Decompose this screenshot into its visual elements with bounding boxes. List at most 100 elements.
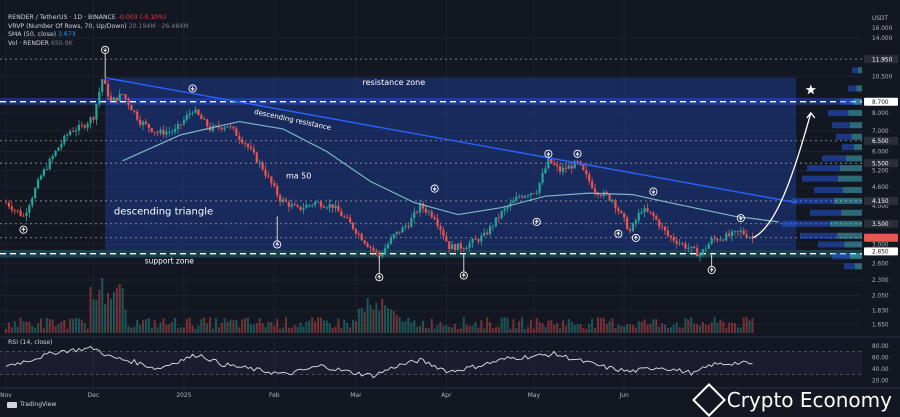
volume-bar	[13, 321, 16, 333]
price-tick-label-5: 5.200	[872, 169, 889, 175]
candle-body	[474, 239, 477, 240]
candle-body	[716, 239, 719, 241]
candle-body	[98, 91, 101, 105]
volume-bar	[363, 311, 366, 333]
volume-bar	[623, 325, 626, 333]
rsi-title[interactable]: RSI (14, close)	[8, 339, 53, 346]
candle-body	[617, 208, 620, 212]
candle-body	[383, 248, 387, 254]
volume-bar	[684, 318, 687, 333]
triangle-box	[105, 77, 797, 250]
candle-body	[80, 124, 83, 126]
volume-profile-bar-0	[852, 67, 858, 74]
projection-arrowhead	[806, 111, 816, 119]
candle-body	[392, 234, 395, 239]
time-tick-label-2: 2025	[176, 392, 191, 399]
candle-body	[631, 223, 635, 232]
candle-body	[156, 132, 159, 134]
volume-bar	[570, 321, 573, 333]
volume-profile-bar-2	[840, 98, 854, 105]
tradingview-logo[interactable]: TradingView	[7, 401, 56, 408]
volume-bar	[206, 323, 209, 333]
candle-body	[165, 131, 168, 135]
candle-body	[506, 206, 509, 209]
candle-body	[701, 249, 705, 255]
price-change: -0.003 (-0.10%)	[117, 14, 167, 21]
price-tick-label-1: 10.500	[872, 74, 893, 80]
arrow-up-icon-6-circle	[631, 233, 640, 242]
volume-bar	[63, 319, 66, 333]
volume-bar	[57, 323, 60, 333]
volume-bar	[652, 319, 655, 333]
candle-body	[147, 123, 150, 129]
candle-body	[719, 239, 722, 241]
candle-body	[328, 204, 331, 208]
price-level-label-1: 8.700	[872, 100, 889, 106]
volume-bar	[19, 317, 22, 333]
volume-bar	[357, 308, 360, 333]
volume-bar	[599, 317, 602, 333]
arrow-down-icon-5	[651, 189, 656, 195]
volume-bar	[643, 319, 646, 333]
volume-bar	[398, 317, 401, 333]
sma-label[interactable]: SMA (50, close)	[8, 31, 57, 39]
symbol-label[interactable]: RENDER / TetherUS · 1D · BINANCE	[8, 14, 116, 21]
volume-bar	[115, 287, 118, 333]
volume-bar	[433, 328, 436, 333]
volume-bar	[54, 326, 57, 333]
volume-bar	[74, 317, 77, 333]
volume-bar	[719, 319, 722, 333]
arrow-down-icon-6	[738, 216, 743, 221]
tradingview-label: TradingView	[20, 401, 57, 408]
candle-body	[465, 247, 468, 250]
volume-bar	[658, 327, 661, 333]
volume-bar	[591, 318, 594, 333]
candle-body	[658, 219, 661, 227]
candle-body	[363, 240, 366, 244]
volume-bar	[404, 321, 407, 333]
volume-bar	[707, 324, 710, 333]
volume-profile-bar-14	[800, 232, 838, 239]
candle-body	[316, 202, 320, 203]
volume-profile-bar-1	[848, 85, 857, 92]
volume-bar	[672, 324, 675, 333]
brand-name: Crypto Economy	[726, 388, 892, 412]
volume-bar	[413, 320, 416, 333]
candle-body	[36, 179, 40, 189]
volume-profile-bar-17	[844, 263, 855, 270]
volume-bar	[381, 298, 384, 333]
candle-body	[640, 211, 643, 214]
volume-bar	[739, 327, 742, 333]
arrow-down-icon-3	[546, 151, 551, 157]
volume-bar	[655, 319, 658, 333]
candle-body	[567, 165, 570, 169]
volume-profile-bar-up-7	[846, 155, 862, 162]
candle-body	[360, 233, 363, 241]
volume-bar	[401, 321, 404, 333]
vrvp-label[interactable]: VRVP (Number Of Rows, 70, Up/Down)	[8, 22, 127, 30]
volume-bar	[39, 318, 42, 333]
volume-bar	[693, 323, 696, 333]
volume-bar	[51, 319, 54, 333]
volume-bar	[731, 322, 734, 333]
volume-bar	[72, 319, 75, 333]
volume-label[interactable]: Vol · RENDER	[8, 39, 49, 47]
volume-bar	[661, 323, 664, 333]
volume-bar	[229, 319, 232, 333]
candle-body	[255, 152, 258, 163]
volume-bar	[311, 317, 314, 333]
candle-body	[416, 211, 419, 213]
time-tick-label-0: Nov	[0, 392, 12, 399]
volume-bar	[722, 321, 725, 333]
candle-body	[725, 233, 728, 241]
volume-bar	[547, 320, 550, 333]
volume-bar	[582, 327, 585, 333]
volume-profile-bar-11	[792, 197, 834, 204]
volume-bar	[109, 298, 112, 333]
volume-bar	[608, 321, 611, 333]
candle-body	[698, 254, 702, 257]
candle-body	[468, 243, 471, 248]
candle-body	[728, 233, 731, 236]
candle-body	[378, 252, 381, 257]
